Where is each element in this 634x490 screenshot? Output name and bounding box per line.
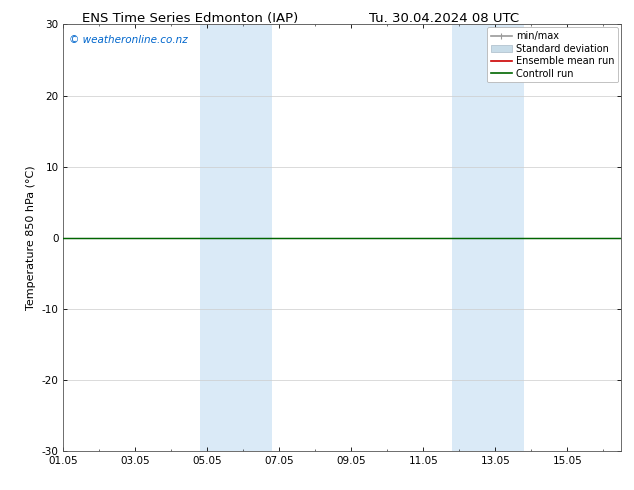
Text: ENS Time Series Edmonton (IAP): ENS Time Series Edmonton (IAP)	[82, 12, 299, 25]
Legend: min/max, Standard deviation, Ensemble mean run, Controll run: min/max, Standard deviation, Ensemble me…	[487, 27, 618, 82]
Bar	[452, 24, 524, 451]
Y-axis label: Temperature 850 hPa (°C): Temperature 850 hPa (°C)	[26, 165, 36, 310]
Bar	[200, 24, 272, 451]
Text: © weatheronline.co.nz: © weatheronline.co.nz	[69, 35, 188, 45]
Text: Tu. 30.04.2024 08 UTC: Tu. 30.04.2024 08 UTC	[369, 12, 519, 25]
